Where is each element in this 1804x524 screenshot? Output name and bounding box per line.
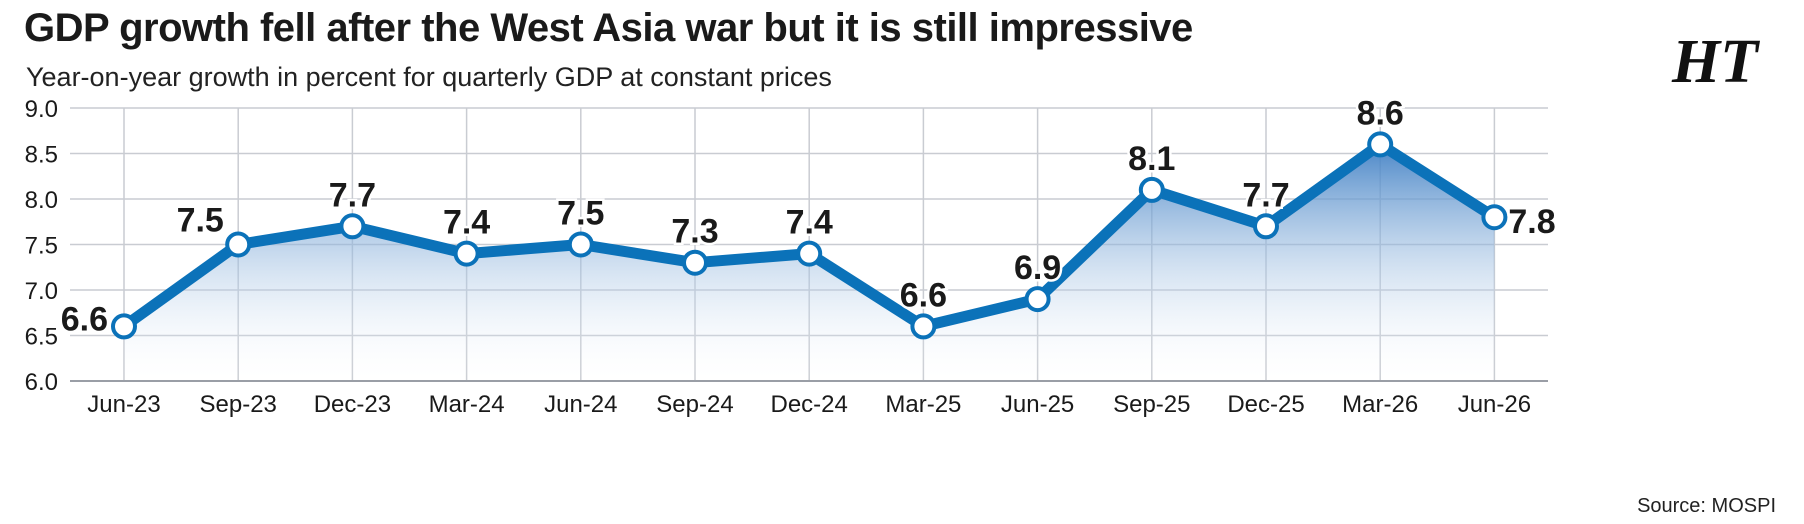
data-point-marker: [225, 231, 252, 258]
x-tick-label: Sep-25: [1113, 391, 1190, 418]
data-label-layer: 6.6 7.5 7.7 7.4 7.5 7.3 7.4 6.6 6.9 8.1 7.7 8.6 7.8: [58, 92, 1558, 341]
y-tick-label: 9.0: [25, 96, 58, 123]
data-label: 7.7: [1242, 176, 1289, 214]
data-label: 7.4: [786, 204, 833, 242]
data-point-marker: [682, 249, 708, 276]
y-tick-label: 8.5: [25, 142, 58, 169]
data-point-marker: [111, 313, 137, 340]
marker-layer: [111, 131, 1508, 340]
data-point-marker: [1367, 131, 1394, 158]
x-tick-label: Jun-23: [87, 391, 160, 418]
data-label: 8.1: [1128, 140, 1175, 178]
data-point-marker: [1024, 286, 1051, 313]
x-tick-label: Jun-24: [544, 391, 617, 418]
data-point-marker: [796, 240, 823, 267]
y-tick-label: 7.0: [25, 278, 58, 305]
source-note: Source: MOSPI: [1637, 495, 1776, 517]
data-point-marker: [1481, 204, 1508, 231]
data-label: 7.7: [329, 176, 376, 214]
x-tick-label: Sep-23: [200, 391, 277, 418]
logo-text: HT: [1671, 28, 1760, 96]
y-tick-label: 8.0: [25, 187, 58, 214]
x-tick-label: Mar-26: [1342, 391, 1418, 418]
y-tick-label: 6.5: [25, 324, 58, 351]
data-label: 6.6: [61, 300, 108, 338]
hindustan-times-logo: HT: [1671, 28, 1760, 96]
x-tick-label: Dec-25: [1227, 391, 1304, 418]
data-point-marker: [339, 213, 366, 240]
data-point-marker: [567, 231, 594, 258]
y-tick-label: 7.5: [25, 233, 58, 260]
data-point-marker: [453, 240, 480, 267]
data-label: 6.9: [1014, 249, 1061, 287]
data-label: 7.4: [443, 204, 490, 242]
x-tick-label: Sep-24: [656, 391, 733, 418]
chart-title: GDP growth fell after the West Asia war …: [24, 6, 1193, 50]
data-label: 7.5: [177, 202, 224, 240]
data-label: 7.8: [1508, 203, 1555, 241]
x-tick-label: Dec-23: [314, 391, 391, 418]
chart-subtitle: Year-on-year growth in percent for quart…: [26, 62, 832, 92]
x-tick-label: Dec-24: [771, 391, 848, 418]
x-tick-label: Mar-24: [429, 391, 505, 418]
data-point-marker: [1138, 176, 1165, 203]
axis-layer: 6.0 6.5 7.0 7.5 8.0 8.5 9.0 Jun-23 Sep-23 Dec-23 M…: [25, 96, 1548, 418]
data-point-marker: [1253, 213, 1279, 240]
data-point-marker: [910, 313, 937, 340]
data-label: 7.3: [671, 213, 718, 251]
y-tick-label: 6.0: [25, 369, 58, 396]
data-label: 6.6: [900, 276, 947, 314]
x-tick-label: Jun-26: [1458, 391, 1531, 418]
x-tick-label: Mar-25: [885, 391, 961, 418]
data-label: 8.6: [1357, 94, 1404, 132]
x-tick-label: Jun-25: [1001, 391, 1074, 418]
data-label: 7.5: [557, 195, 604, 233]
